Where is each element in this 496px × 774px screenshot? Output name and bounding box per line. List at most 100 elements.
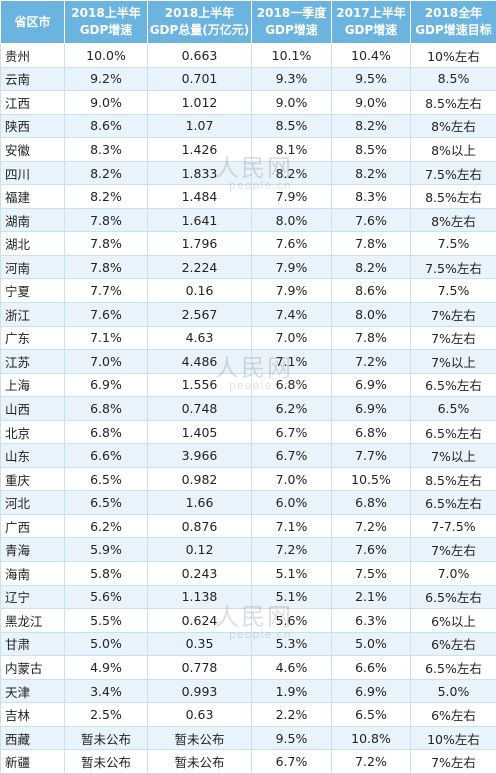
value-cell: 2.2% <box>252 703 332 727</box>
value-cell: 2.1% <box>332 585 411 609</box>
province-cell: 西藏 <box>1 726 65 750</box>
value-cell: 0.748 <box>148 397 252 421</box>
province-cell: 陕西 <box>1 114 65 138</box>
value-cell: 0.993 <box>148 679 252 703</box>
value-cell: 7.1% <box>65 326 148 350</box>
value-cell: 6.5%左右 <box>411 373 496 397</box>
value-cell: 1.405 <box>148 420 252 444</box>
province-cell: 海南 <box>1 562 65 586</box>
value-cell: 7.1% <box>252 514 332 538</box>
value-cell: 6.8% <box>252 373 332 397</box>
value-cell: 0.35 <box>148 632 252 656</box>
value-cell: 9.0% <box>252 91 332 115</box>
value-cell: 7.5% <box>332 562 411 586</box>
column-header-line: 2018上半年 <box>148 5 251 22</box>
province-cell: 山东 <box>1 444 65 468</box>
value-cell: 7.8% <box>332 232 411 256</box>
value-cell: 8.5% <box>411 67 496 91</box>
value-cell: 7.0% <box>252 326 332 350</box>
value-cell: 8.2% <box>332 114 411 138</box>
value-cell: 2.567 <box>148 303 252 327</box>
value-cell: 7.6% <box>65 303 148 327</box>
value-cell: 6.5%左右 <box>411 491 496 515</box>
value-cell: 5.6% <box>252 609 332 633</box>
province-cell: 上海 <box>1 373 65 397</box>
column-header-line: 2018一季度 <box>252 5 331 22</box>
value-cell: 5.1% <box>252 562 332 586</box>
value-cell: 1.426 <box>148 138 252 162</box>
value-cell: 4.6% <box>252 656 332 680</box>
value-cell: 0.876 <box>148 514 252 538</box>
value-cell: 7%以上 <box>411 350 496 374</box>
value-cell: 0.663 <box>148 44 252 68</box>
value-cell: 6.0% <box>252 491 332 515</box>
value-cell: 7.6% <box>332 538 411 562</box>
value-cell: 4.486 <box>148 350 252 374</box>
province-cell: 吉林 <box>1 703 65 727</box>
column-header-line: GDP增速 <box>252 22 331 39</box>
province-cell: 广西 <box>1 514 65 538</box>
column-header: 省区市 <box>1 1 65 44</box>
province-cell: 福建 <box>1 185 65 209</box>
value-cell: 6.7% <box>252 420 332 444</box>
province-cell: 江苏 <box>1 350 65 374</box>
value-cell: 1.556 <box>148 373 252 397</box>
value-cell: 10.5% <box>332 467 411 491</box>
value-cell: 暂未公布 <box>65 726 148 750</box>
province-cell: 黑龙江 <box>1 609 65 633</box>
value-cell: 5.8% <box>65 562 148 586</box>
province-cell: 广东 <box>1 326 65 350</box>
value-cell: 7%左右 <box>411 303 496 327</box>
province-cell: 云南 <box>1 67 65 91</box>
value-cell: 10%左右 <box>411 726 496 750</box>
value-cell: 8.0% <box>252 208 332 232</box>
value-cell: 5.3% <box>252 632 332 656</box>
value-cell: 8.0% <box>332 303 411 327</box>
value-cell: 9.2% <box>65 67 148 91</box>
value-cell: 8.5%左右 <box>411 91 496 115</box>
value-cell: 6.5%左右 <box>411 420 496 444</box>
value-cell: 5.0% <box>332 632 411 656</box>
value-cell: 3.4% <box>65 679 148 703</box>
value-cell: 6.5% <box>65 491 148 515</box>
value-cell: 暂未公布 <box>65 750 148 774</box>
column-header-line: GDP增速 <box>65 22 147 39</box>
value-cell: 0.624 <box>148 609 252 633</box>
value-cell: 8.3% <box>332 185 411 209</box>
value-cell: 7.9% <box>252 185 332 209</box>
province-cell: 宁夏 <box>1 279 65 303</box>
value-cell: 6.5%左右 <box>411 656 496 680</box>
value-cell: 8.5%左右 <box>411 185 496 209</box>
value-cell: 6.8% <box>332 420 411 444</box>
value-cell: 10.0% <box>65 44 148 68</box>
province-cell: 内蒙古 <box>1 656 65 680</box>
value-cell: 暂未公布 <box>148 726 252 750</box>
value-cell: 8.2% <box>65 161 148 185</box>
value-cell: 10.8% <box>332 726 411 750</box>
value-cell: 0.12 <box>148 538 252 562</box>
value-cell: 6%左右 <box>411 703 496 727</box>
value-cell: 7.0% <box>411 562 496 586</box>
value-cell: 1.9% <box>252 679 332 703</box>
value-cell: 4.9% <box>65 656 148 680</box>
value-cell: 7.2% <box>332 750 411 774</box>
province-cell: 青海 <box>1 538 65 562</box>
value-cell: 7%左右 <box>411 326 496 350</box>
value-cell: 8%左右 <box>411 114 496 138</box>
column-header-line: 2018全年 <box>411 5 496 22</box>
